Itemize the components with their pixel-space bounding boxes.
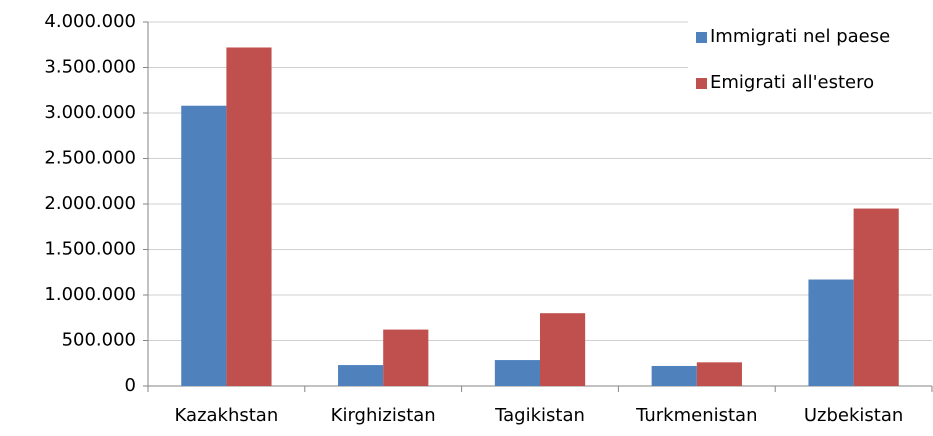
legend-swatch xyxy=(696,78,707,89)
y-tick-label: 2.000.000 xyxy=(44,193,136,214)
x-tick-label: Kirghizistan xyxy=(331,405,436,426)
x-tick-label: Turkmenistan xyxy=(635,405,757,426)
bar xyxy=(383,329,429,386)
bar xyxy=(696,362,742,386)
x-tick-label: Kazakhstan xyxy=(175,405,279,426)
legend-box xyxy=(688,20,932,104)
y-tick-label: 1.500.000 xyxy=(44,239,136,260)
bar xyxy=(651,365,697,386)
bar xyxy=(540,313,586,386)
legend-label: Immigrati nel paese xyxy=(710,26,890,47)
bar xyxy=(853,208,899,386)
y-tick-label: 4.000.000 xyxy=(44,11,136,32)
x-tick-label: Uzbekistan xyxy=(804,405,903,426)
y-tick-label: 3.500.000 xyxy=(44,57,136,78)
legend-label: Emigrati all'estero xyxy=(710,72,874,93)
bar xyxy=(338,365,384,386)
bar xyxy=(494,360,540,386)
y-tick-label: 2.500.000 xyxy=(44,148,136,169)
y-tick-label: 1.000.000 xyxy=(44,284,136,305)
bar xyxy=(226,47,272,386)
bar xyxy=(181,105,227,386)
y-tick-label: 0 xyxy=(125,375,136,396)
y-tick-label: 3.000.000 xyxy=(44,102,136,123)
y-tick-label: 500.000 xyxy=(62,330,136,351)
legend-swatch xyxy=(696,32,707,43)
x-tick-label: Tagikistan xyxy=(494,405,585,426)
bar xyxy=(808,279,854,386)
